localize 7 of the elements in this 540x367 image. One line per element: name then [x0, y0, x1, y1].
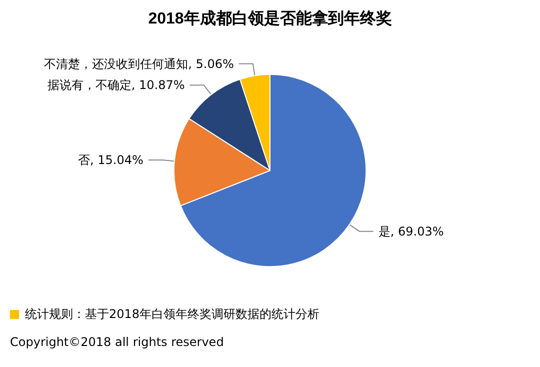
slice-label: 不清楚，还没收到任何通知, 5.06%	[44, 56, 234, 71]
slice-label: 否, 15.04%	[78, 152, 144, 167]
text: 统计规则：基于2018年白领年终奖调研数据的统计分析	[25, 306, 320, 323]
slice-label: 据说有，不确定, 10.87%	[47, 78, 185, 92]
text: Copyright©2018 all rights reserved	[10, 335, 224, 349]
slice-label: 是, 69.03%	[378, 224, 444, 238]
chart-title: 2018年成都白领是否能拿到年终奖	[148, 10, 392, 28]
